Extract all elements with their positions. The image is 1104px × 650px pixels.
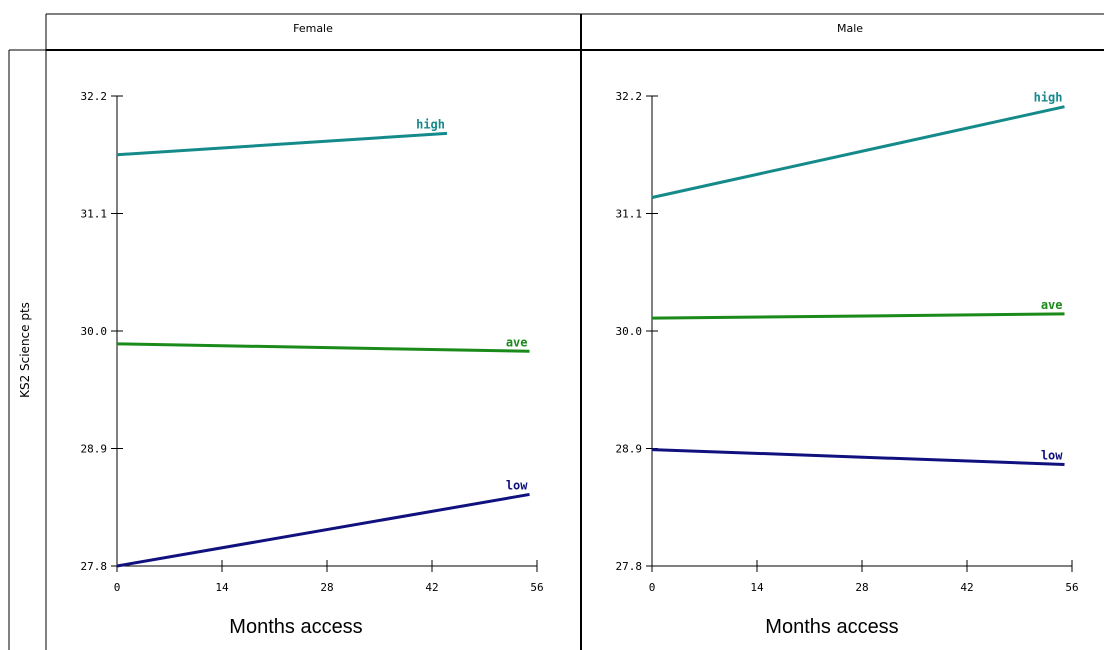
x-tick-label: 14 (750, 581, 764, 594)
x-tick-label: 14 (215, 581, 229, 594)
x-tick-label: 56 (530, 581, 543, 594)
y-tick-label: 32.2 (616, 90, 643, 103)
x-axis-title: Months access (765, 616, 898, 638)
series-label-high: high (1034, 91, 1063, 105)
x-tick-label: 42 (960, 581, 973, 594)
series-line-ave (116, 342, 530, 353)
series-line-low (116, 492, 530, 568)
panel-female: Female 27.8 28.9 30.0 31.1 32.2 0 14 28 42 56 high… (81, 22, 544, 638)
series-line-ave (651, 312, 1065, 320)
y-tick-label: 30.0 (616, 325, 643, 338)
y-tick-label: 31.1 (81, 208, 108, 221)
y-tick-label: 28.9 (616, 443, 643, 456)
y-tick-label: 28.9 (81, 443, 108, 456)
panel-strip-label: Male (837, 22, 863, 35)
x-tick-label: 42 (425, 581, 438, 594)
y-tick-label: 30.0 (81, 325, 108, 338)
series-line-low (651, 448, 1065, 467)
y-tick-label: 27.8 (81, 560, 108, 573)
series-line-high (651, 105, 1065, 199)
y-tick-label: 31.1 (616, 208, 643, 221)
y-tick-label: 32.2 (81, 90, 108, 103)
x-tick-label: 0 (649, 581, 656, 594)
x-tick-label: 28 (855, 581, 868, 594)
chart-frame (8, 13, 1104, 650)
x-axis-title: Months access (229, 616, 362, 638)
series-label-ave: ave (506, 335, 528, 349)
x-tick-label: 28 (320, 581, 333, 594)
series-line-high (116, 131, 448, 157)
panel-strip-label: Female (293, 22, 333, 35)
series-label-high: high (416, 117, 445, 131)
x-tick-label: 56 (1065, 581, 1078, 594)
series-label-low: low (1041, 449, 1063, 463)
y-tick-label: 27.8 (616, 560, 643, 573)
y-axis-title: KS2 Science pts (18, 302, 32, 398)
series-label-low: low (506, 478, 528, 492)
series-label-ave: ave (1041, 298, 1063, 312)
panel-plot-area: 27.8 28.9 30.0 31.1 32.2 0 14 28 42 56 high ave low (81, 90, 544, 594)
panel-plot-area: 27.8 28.9 30.0 31.1 32.2 0 14 28 42 56 high ave low (616, 90, 1079, 594)
panel-male: Male 27.8 28.9 30.0 31.1 32.2 0 14 28 42 56 high av… (616, 22, 1079, 638)
x-tick-label: 0 (114, 581, 121, 594)
